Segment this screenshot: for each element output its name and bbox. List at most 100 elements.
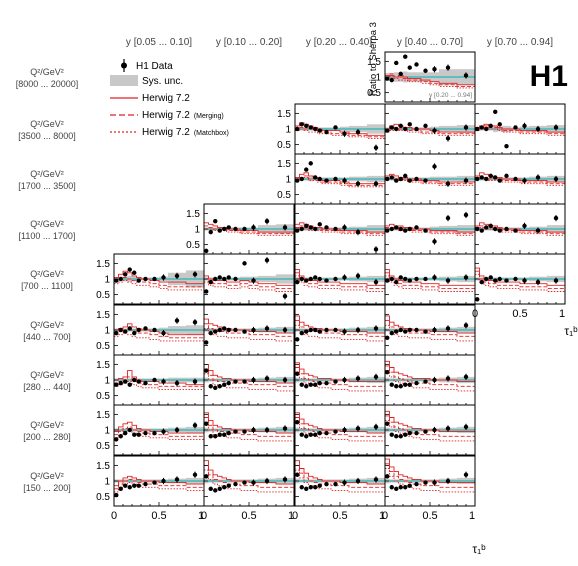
data-point <box>333 429 338 434</box>
data-point <box>407 122 412 127</box>
panel-r8-c2: 0 0.5 1 <box>292 455 386 522</box>
data-point <box>264 326 270 331</box>
data-point <box>389 382 394 387</box>
legend-label-matchbox-main: Herwig 7.2 <box>142 127 190 138</box>
panel-r6-c2 <box>294 354 386 406</box>
data-point <box>192 319 198 325</box>
data-point <box>504 278 509 283</box>
legend-label-herwig: Herwig 7.2 <box>142 93 190 104</box>
data-point <box>152 377 157 383</box>
data-point <box>373 326 379 331</box>
data-point <box>127 326 132 331</box>
herwig-matchbox-line <box>385 420 475 442</box>
herwig-merging-line <box>385 365 475 387</box>
data-point <box>242 329 247 334</box>
data-point <box>385 228 390 233</box>
herwig-matchbox-line <box>295 176 385 188</box>
herwig-line <box>295 269 385 286</box>
data-point <box>373 181 379 186</box>
data-point <box>407 226 412 232</box>
y-tick-label: 1.5 <box>277 159 291 170</box>
data-point <box>295 371 300 376</box>
q2-unit-label: Q²/GeV² <box>30 420 64 430</box>
data-point <box>132 432 137 437</box>
data-point <box>333 379 338 384</box>
data-point <box>317 128 322 133</box>
herwig-matchbox-line <box>295 371 385 392</box>
data-point <box>398 384 403 389</box>
data-point <box>222 326 227 331</box>
y-tick-label: 1 <box>104 275 110 286</box>
data-point <box>251 377 256 383</box>
data-point <box>493 109 498 115</box>
data-point <box>152 327 157 333</box>
data-point <box>313 126 318 132</box>
data-point <box>233 226 238 232</box>
data-point <box>488 275 493 280</box>
data-point <box>497 276 502 282</box>
y-tick-label: 1.5 <box>186 209 200 220</box>
data-point <box>295 337 300 342</box>
data-point <box>484 276 489 282</box>
data-point <box>299 432 304 437</box>
herwig-line <box>295 122 385 136</box>
legend-label-merging: Herwig 7.2 (Merging) <box>142 110 224 121</box>
panel-r5-c3 <box>384 304 476 356</box>
data-point <box>264 478 270 484</box>
data-point <box>132 483 137 488</box>
herwig-line <box>114 270 204 285</box>
data-point <box>313 485 318 490</box>
data-point <box>143 276 148 282</box>
data-point <box>299 485 304 490</box>
herwig-line <box>295 222 385 233</box>
data-point <box>389 432 394 437</box>
y-tick-label: 1.5 <box>96 310 110 321</box>
data-point <box>208 279 213 285</box>
data-point <box>407 382 412 387</box>
data-point <box>313 275 318 280</box>
x-tick-label: 0 <box>292 510 298 522</box>
data-point <box>295 472 300 477</box>
herwig-line <box>204 412 294 434</box>
q2-range-label: [3500 ... 8000] <box>18 131 76 141</box>
data-point <box>398 123 403 129</box>
y-tick-label: 1.5 <box>96 410 110 421</box>
data-point <box>423 379 428 384</box>
data-point <box>308 432 313 437</box>
data-point <box>174 380 180 386</box>
data-point <box>242 429 247 434</box>
data-point <box>299 330 304 336</box>
data-point <box>217 486 222 492</box>
data-point <box>403 276 408 282</box>
data-point <box>342 225 347 230</box>
data-point <box>333 176 338 182</box>
data-point <box>304 123 309 129</box>
y-tick-label: 1.5 <box>96 259 110 270</box>
data-point <box>553 278 559 283</box>
data-point <box>313 382 318 387</box>
y-tick-label: 1 <box>104 376 110 387</box>
q2-range-label: [1100 ... 1700] <box>19 231 76 241</box>
herwig-merging-line <box>295 225 385 235</box>
panel-r1-c2: 0.5 1 1.5 <box>277 103 386 155</box>
column-label-y4: y [0.40 ... 0.70] <box>397 37 463 48</box>
data-point <box>317 380 322 386</box>
data-point <box>463 374 469 380</box>
data-point <box>295 178 300 183</box>
data-point <box>553 215 559 221</box>
data-point <box>342 427 347 433</box>
data-point <box>204 474 209 479</box>
herwig-line <box>295 412 385 434</box>
data-point <box>324 327 329 333</box>
x-tick-label: 1 <box>198 510 204 522</box>
data-point <box>242 480 247 485</box>
data-point <box>373 247 379 252</box>
data-point <box>513 125 518 130</box>
data-point <box>213 329 218 334</box>
herwig-merging-line <box>475 270 565 289</box>
x-tick-label: 0 <box>111 510 117 522</box>
data-point <box>313 432 318 437</box>
legend-label-data: H1 Data <box>136 61 173 72</box>
herwig-merging-line <box>475 225 565 235</box>
herwig-matchbox-line <box>114 381 204 390</box>
